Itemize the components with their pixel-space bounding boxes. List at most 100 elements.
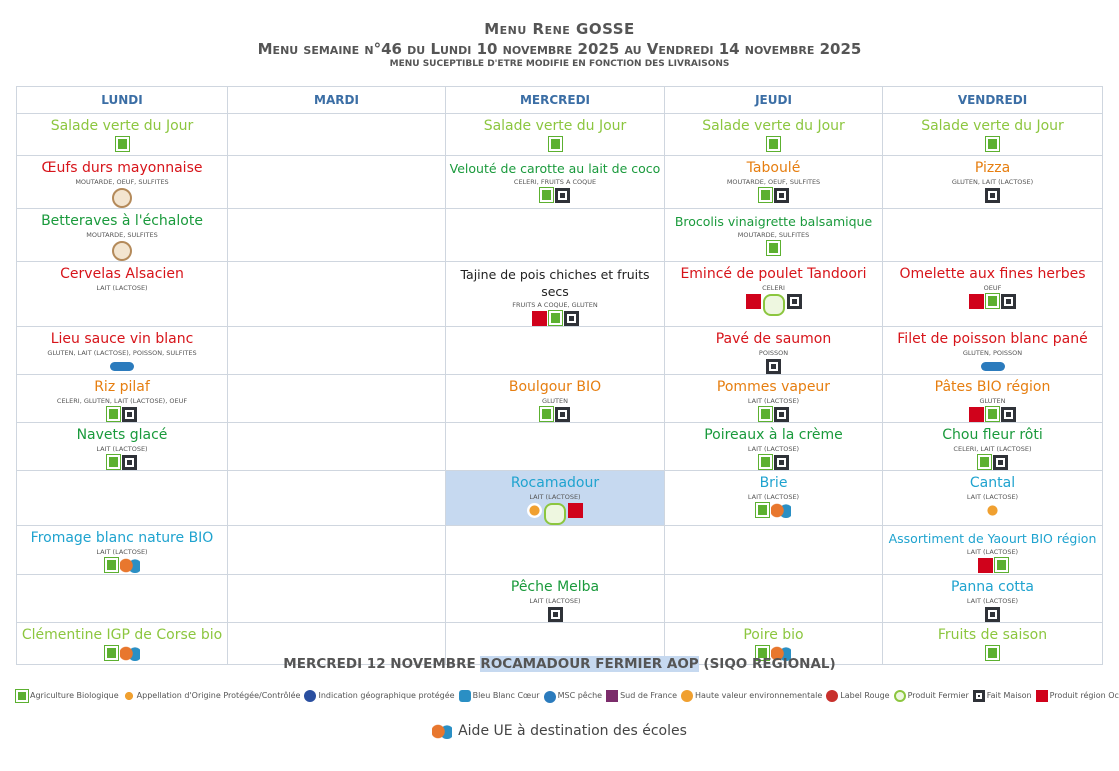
dish-name: Filet de poisson blanc pané [897, 331, 1088, 347]
dish-name: Omelette aux fines herbes [899, 266, 1086, 282]
menu-row: Clémentine IGP de Corse bio Poire bio Frui… [16, 622, 1103, 665]
menu-cell: Riz pilaf CELERI, GLUTEN, LAIT (LACTOSE),… [16, 374, 228, 423]
legend-icon [122, 689, 135, 702]
menu-cell: Salade verte du Jour [445, 113, 665, 156]
menu-cell [445, 525, 665, 575]
column-header: JEUDI [664, 86, 883, 114]
dish-name: Salade verte du Jour [702, 118, 845, 134]
menu-cell: Fromage blanc nature BIO LAIT (LACTOSE) [16, 525, 228, 575]
label-icons [883, 188, 1102, 203]
menu-row: Fromage blanc nature BIO LAIT (LACTOSE) As… [16, 525, 1103, 575]
legend-text: Fait Maison [986, 691, 1032, 700]
menu-cell: Fruits de saison [882, 622, 1103, 665]
label-icon [757, 187, 773, 203]
legend: Agriculture Biologique Appellation d'Orig… [15, 688, 1119, 703]
menu-cell [664, 525, 883, 575]
label-icons [446, 607, 664, 622]
legend-icon [826, 689, 839, 702]
title: Menu Rene GOSSE [484, 20, 635, 38]
header-row: LUNDI MARDI MERCREDI JEUDI VENDREDI [16, 86, 1103, 114]
label-icon [106, 454, 121, 470]
menu-cell: Filet de poisson blanc pané GLUTEN, POISS… [882, 326, 1103, 375]
label-icons [665, 136, 882, 152]
dish-name: Pavé de saumon [715, 331, 832, 347]
label-icon [976, 454, 992, 470]
legend-icon [1035, 689, 1048, 702]
label-icon [985, 188, 1000, 203]
column-header: MERCREDI [445, 86, 665, 114]
legend-text: Produit Fermier [907, 691, 969, 700]
menu-cell: Pizza GLUTEN, LAIT (LACTOSE) [882, 155, 1103, 209]
menu-cell [227, 374, 446, 423]
menu-cell: Salade verte du Jour [664, 113, 883, 156]
label-icon [985, 645, 1000, 661]
menu-row: Rocamadour LAIT (LACTOSE) Brie LAIT (LACTOS… [16, 470, 1103, 526]
label-icons [883, 503, 1102, 518]
dish-name: Pêche Melba [510, 579, 600, 595]
dish-name: Brie [759, 475, 788, 491]
legend-icon [972, 689, 985, 702]
menu-cell: Omelette aux fines herbes OEUF [882, 261, 1103, 327]
menu-row: Betteraves à l'échalote MOUTARDE, SULFITE… [16, 208, 1103, 262]
label-icon [568, 503, 583, 518]
legend-item: Haute valeur environnementale [681, 689, 823, 702]
legend-item: Agriculture Biologique [15, 688, 119, 703]
menu-cell: Pommes vapeur LAIT (LACTOSE) [664, 374, 883, 423]
dish-name: Velouté de carotte au lait de coco [449, 161, 661, 176]
menu-cell [227, 155, 446, 209]
legend-icon [15, 688, 29, 703]
allergens: OEUF [983, 284, 1002, 292]
label-icons [883, 293, 1102, 309]
menu-cell: Pêche Melba LAIT (LACTOSE) [445, 574, 665, 623]
legend-icon [606, 689, 619, 702]
label-icon [110, 362, 134, 371]
dish-name: Poire bio [743, 627, 804, 643]
legend-text: Haute valeur environnementale [695, 691, 823, 700]
label-icon [762, 294, 785, 316]
label-icon [980, 362, 1005, 371]
label-icon [547, 607, 563, 622]
subtitle: Menu semaine n°46 du Lundi 10 novembre 2… [257, 40, 862, 58]
footer: MERCREDI 12 NOVEMBRE ROCAMADOUR FERMIER … [0, 656, 1119, 672]
menu-cell [227, 525, 446, 575]
label-icons [883, 645, 1102, 661]
menu-cell: Taboulé MOUTARDE, OEUF, SULFITES [664, 155, 883, 209]
label-icons [665, 645, 882, 661]
legend-text: Indication géographique protégée [318, 691, 455, 700]
label-icon [112, 188, 132, 208]
allergens: MOUTARDE, OEUF, SULFITES [75, 178, 169, 186]
allergens: LAIT (LACTOSE) [96, 445, 148, 453]
menu-cell: Panna cotta LAIT (LACTOSE) [882, 574, 1103, 623]
menu-row: Pêche Melba LAIT (LACTOSE) Panna cotta LAIT… [16, 574, 1103, 623]
label-icon [766, 136, 781, 152]
label-icon [755, 502, 770, 518]
label-icon [766, 240, 781, 256]
menu-cell: Œufs durs mayonnaise MOUTARDE, OEUF, SULF… [16, 155, 228, 209]
label-icons [883, 607, 1102, 622]
menu-cell: Cervelas Alsacien LAIT (LACTOSE) [16, 261, 228, 327]
allergens: LAIT (LACTOSE) [966, 548, 1019, 556]
allergens: FRUITS A COQUE, GLUTEN [512, 301, 598, 309]
menu-cell: Cantal LAIT (LACTOSE) [882, 470, 1103, 526]
menu-cell: Emincé de poulet Tandoori CELERI [664, 261, 883, 327]
label-icon [786, 294, 802, 309]
legend-icon [304, 689, 317, 702]
allergens: GLUTEN, POISSON [962, 349, 1023, 357]
label-icon [119, 646, 140, 661]
label-icon [757, 454, 773, 470]
label-icon [992, 455, 1008, 470]
allergens: GLUTEN [979, 397, 1006, 405]
menu-cell: Brocolis vinaigrette balsamique MOUTARDE,… [664, 208, 883, 262]
legend-item: Produit région Occitanie [1035, 689, 1119, 702]
menu-cell [227, 574, 446, 623]
label-icon [745, 294, 761, 309]
menu-cell: Lieu sauce vin blanc GLUTEN, LAIT (LACTOS… [16, 326, 228, 375]
dish-name: Salade verte du Jour [921, 118, 1064, 134]
legend-item: Sud de France [606, 689, 678, 702]
menu-cell [227, 261, 446, 327]
label-icons [17, 359, 227, 371]
dish-name: Cantal [969, 475, 1016, 491]
legend-text: Sud de France [620, 691, 678, 700]
menu-cell [227, 113, 446, 156]
column-header: LUNDI [16, 86, 228, 114]
